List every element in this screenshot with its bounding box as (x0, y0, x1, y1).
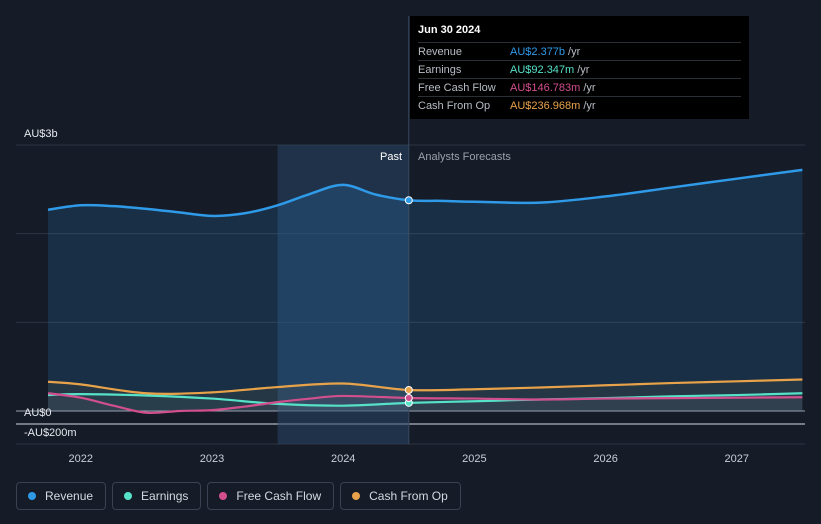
cash-from-op-dot-icon (352, 492, 361, 500)
tooltip-row-value: AU$146.783m (510, 81, 581, 94)
y-label-top: AU$3b (24, 128, 58, 140)
legend-label: Earnings (141, 489, 189, 503)
tooltip-row-cash-from-op: Cash From Op AU$236.968m /yr (418, 96, 741, 114)
tooltip-row-value: AU$236.968m (510, 99, 581, 112)
x-tick-label: 2022 (69, 453, 93, 465)
legend-item-cash-from-op[interactable]: Cash From Op (340, 482, 461, 510)
tooltip-row-earnings: Earnings AU$92.347m /yr (418, 60, 741, 78)
hover-markers (404, 196, 413, 407)
y-label-bottom: -AU$200m (24, 427, 77, 439)
tooltip-row-value: AU$92.347m (510, 63, 575, 76)
past-label: Past (380, 151, 402, 163)
legend-item-free-cash-flow[interactable]: Free Cash Flow (207, 482, 335, 510)
data-tooltip: Jun 30 2024 Revenue AU$2.377b /yr Earnin… (410, 16, 749, 119)
tooltip-row-unit: /yr (583, 81, 596, 94)
tooltip-row-unit: /yr (583, 99, 596, 112)
x-tick-label: 2024 (331, 453, 355, 465)
x-tick-label: 2026 (593, 453, 617, 465)
revenue-line (47, 168, 803, 218)
tooltip-row-free-cash-flow: Free Cash Flow AU$146.783m /yr (418, 78, 741, 96)
cash-from-op-marker (404, 385, 413, 394)
tooltip-date: Jun 30 2024 (418, 24, 481, 36)
revenue-marker (404, 196, 413, 205)
chart-legend: Revenue Earnings Free Cash Flow Cash Fro… (16, 482, 461, 510)
gridlines (16, 144, 805, 445)
legend-label: Free Cash Flow (236, 489, 322, 503)
tooltip-row-revenue: Revenue AU$2.377b /yr (418, 42, 741, 60)
tooltip-row-name: Cash From Op (418, 99, 491, 112)
free-cash-flow-line (47, 392, 803, 415)
x-axis-ticks: 2022 2023 2024 2025 2026 2027 (69, 453, 749, 465)
legend-label: Cash From Op (369, 489, 448, 503)
x-tick-label: 2023 (200, 453, 224, 465)
cash-from-op-area (48, 379, 803, 411)
revenue-dot-icon (28, 492, 36, 500)
free-cash-flow-dot-icon (219, 492, 228, 500)
tooltip-row-name: Revenue (418, 45, 463, 58)
tooltip-row-value: AU$2.377b (510, 45, 566, 58)
tooltip-row-name: Earnings (418, 63, 462, 76)
tooltip-row-name: Free Cash Flow (418, 81, 496, 94)
forecast-label: Analysts Forecasts (418, 151, 511, 163)
x-tick-label: 2027 (725, 453, 749, 465)
highlight-band (277, 145, 409, 444)
free-cash-flow-marker (404, 393, 413, 402)
tooltip-row-unit: /yr (577, 63, 590, 76)
x-tick-label: 2025 (462, 453, 486, 465)
legend-item-revenue[interactable]: Revenue (16, 482, 107, 510)
legend-item-earnings[interactable]: Earnings (112, 482, 202, 510)
y-label-zero: AU$0 (24, 407, 52, 419)
revenue-area (48, 169, 803, 411)
earnings-dot-icon (124, 492, 133, 500)
legend-label: Revenue (45, 489, 94, 503)
tooltip-row-unit: /yr (568, 45, 581, 58)
